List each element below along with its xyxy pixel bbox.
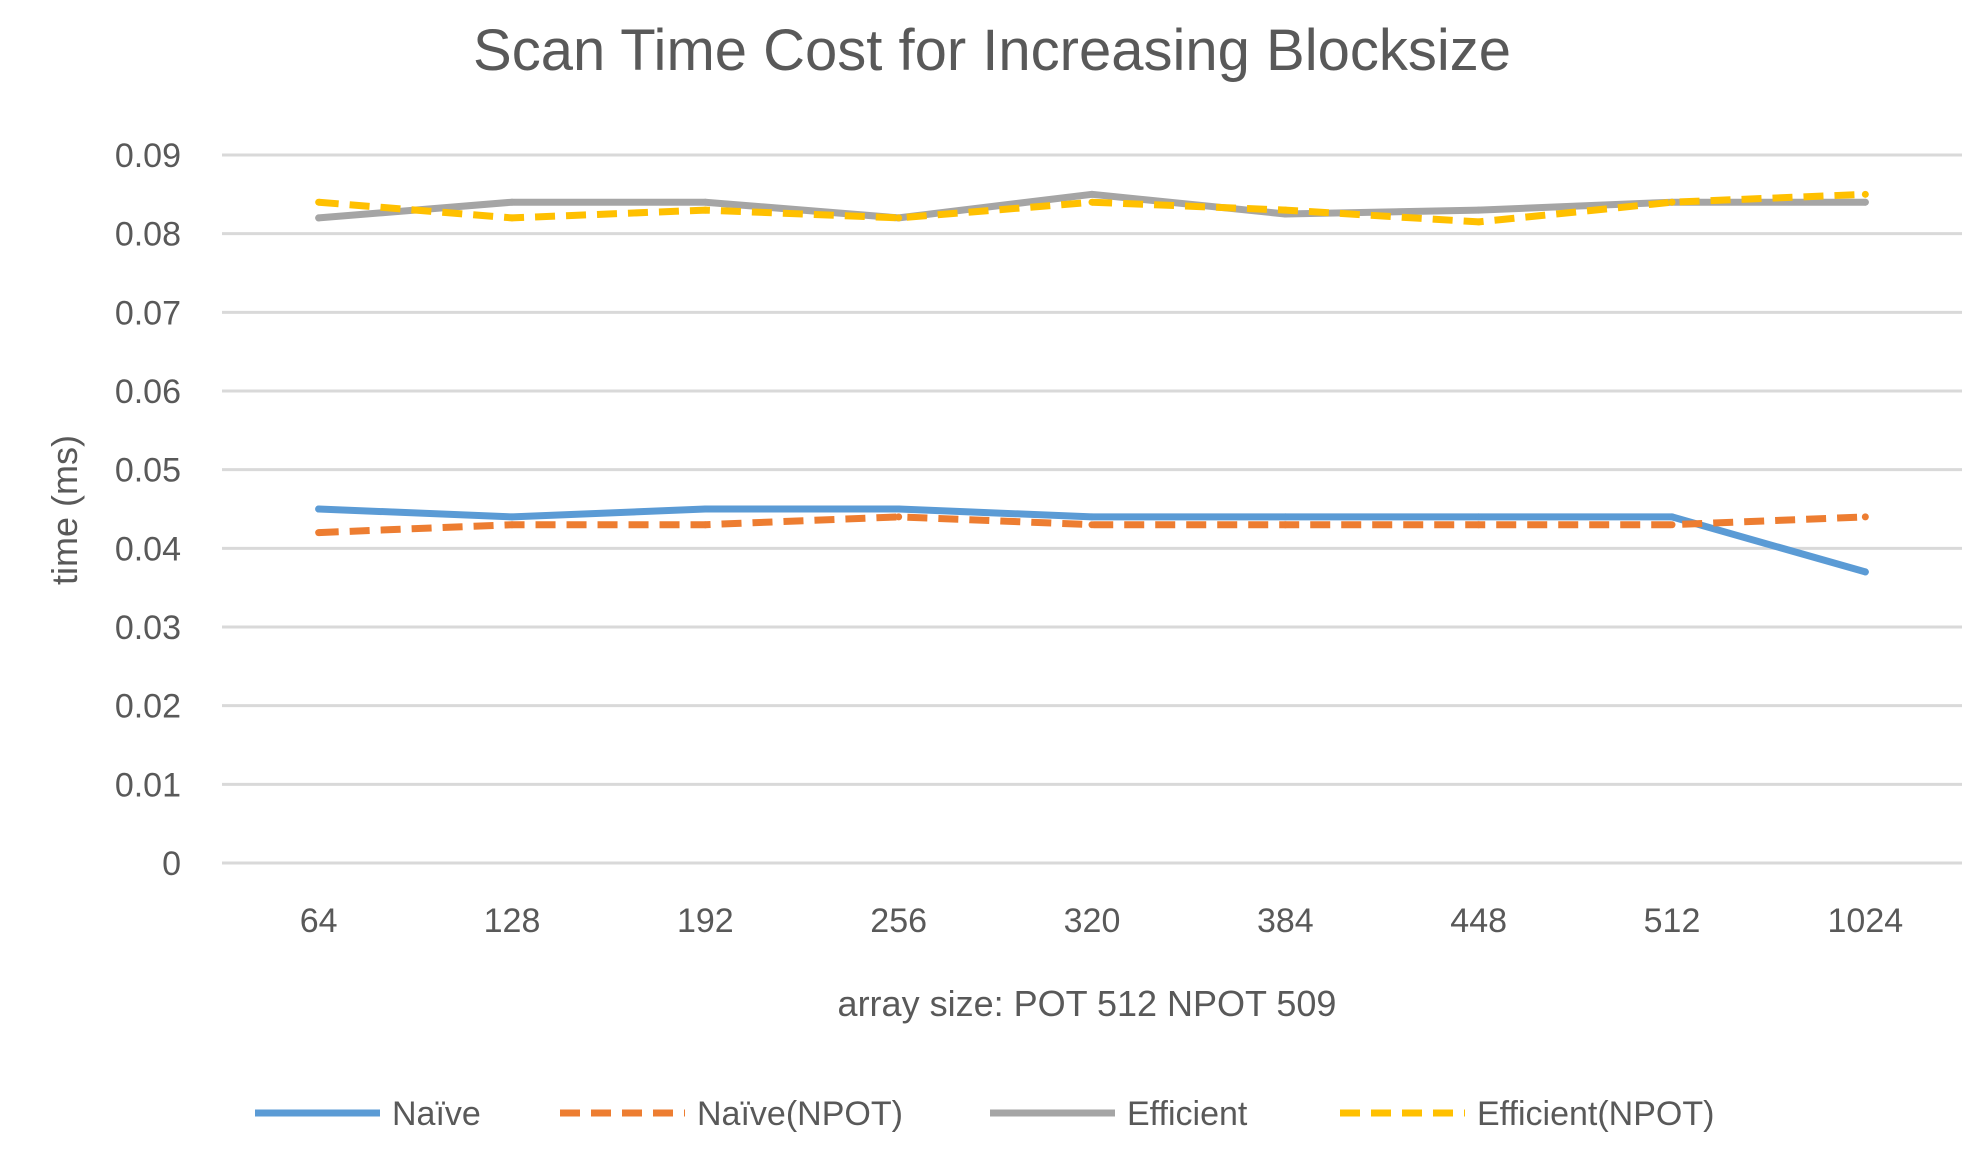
data-point: [701, 521, 709, 529]
series-line-na-ve-npot: [318, 513, 1866, 537]
data-point: [508, 521, 516, 529]
x-tick-label: 320: [1064, 902, 1121, 940]
y-tick-label: 0.01: [115, 766, 181, 804]
data-point: [508, 198, 516, 206]
data-point: [1475, 218, 1483, 226]
data-point: [1861, 568, 1869, 576]
x-tick-label: 384: [1257, 902, 1314, 940]
x-tick-label: 192: [677, 902, 734, 940]
data-point: [1861, 190, 1869, 198]
x-tick-label: 256: [870, 902, 927, 940]
data-point: [701, 206, 709, 214]
data-point: [701, 198, 709, 206]
data-point: [508, 513, 516, 521]
data-point: [895, 513, 903, 521]
y-tick-label: 0.04: [115, 530, 181, 568]
y-tick-label: 0.03: [115, 609, 181, 647]
data-point: [1088, 513, 1096, 521]
series-lines: [315, 190, 1869, 576]
data-point: [1668, 521, 1676, 529]
x-tick-label: 64: [300, 902, 338, 940]
data-point: [315, 214, 323, 222]
y-tick-label: 0.08: [115, 216, 181, 254]
legend-label: Naïve(NPOT): [697, 1095, 903, 1133]
y-axis-title: time (ms): [44, 435, 85, 585]
data-point: [1088, 198, 1096, 206]
legend-label: Efficient: [1127, 1095, 1248, 1133]
data-point: [315, 505, 323, 513]
y-tick-label: 0.02: [115, 688, 181, 726]
y-tick-label: 0.05: [115, 452, 181, 490]
data-point: [1475, 513, 1483, 521]
x-tick-label: 128: [484, 902, 541, 940]
legend-label: Efficient(NPOT): [1477, 1095, 1714, 1133]
x-axis-ticks: 64 128 192 256 320 384 448 512 1024: [300, 902, 1903, 940]
data-point: [1668, 513, 1676, 521]
data-point: [1281, 206, 1289, 214]
series-line-efficient-npot: [318, 190, 1866, 226]
y-axis-ticks: 0 0.01 0.02 0.03 0.04 0.05 0.06 0.07 0.08 0.09: [115, 137, 181, 883]
y-tick-label: 0.07: [115, 294, 181, 332]
data-point: [1088, 521, 1096, 529]
data-point: [1861, 198, 1869, 206]
legend: Naïve Naïve(NPOT) Efficient Efficient(NPOT): [255, 1095, 1714, 1133]
data-point: [895, 214, 903, 222]
y-tick-label: 0: [162, 845, 181, 883]
legend-label: Naïve: [392, 1095, 481, 1133]
gridlines: [222, 153, 1962, 865]
y-tick-label: 0.06: [115, 373, 181, 411]
data-point: [315, 529, 323, 537]
data-point: [1861, 513, 1869, 521]
data-point: [1088, 190, 1096, 198]
data-point: [1281, 513, 1289, 521]
x-tick-label: 512: [1644, 902, 1701, 940]
data-point: [701, 505, 709, 513]
y-tick-label: 0.09: [115, 137, 181, 175]
data-point: [895, 505, 903, 513]
chart-title: Scan Time Cost for Increasing Blocksize: [473, 18, 1511, 83]
x-axis-title: array size: POT 512 NPOT 509: [838, 983, 1337, 1024]
data-point: [508, 214, 516, 222]
data-point: [1281, 521, 1289, 529]
data-point: [1475, 521, 1483, 529]
data-point: [1475, 206, 1483, 214]
data-point: [315, 198, 323, 206]
x-tick-label: 448: [1450, 902, 1507, 940]
x-tick-label: 1024: [1828, 902, 1904, 940]
data-point: [1668, 198, 1676, 206]
